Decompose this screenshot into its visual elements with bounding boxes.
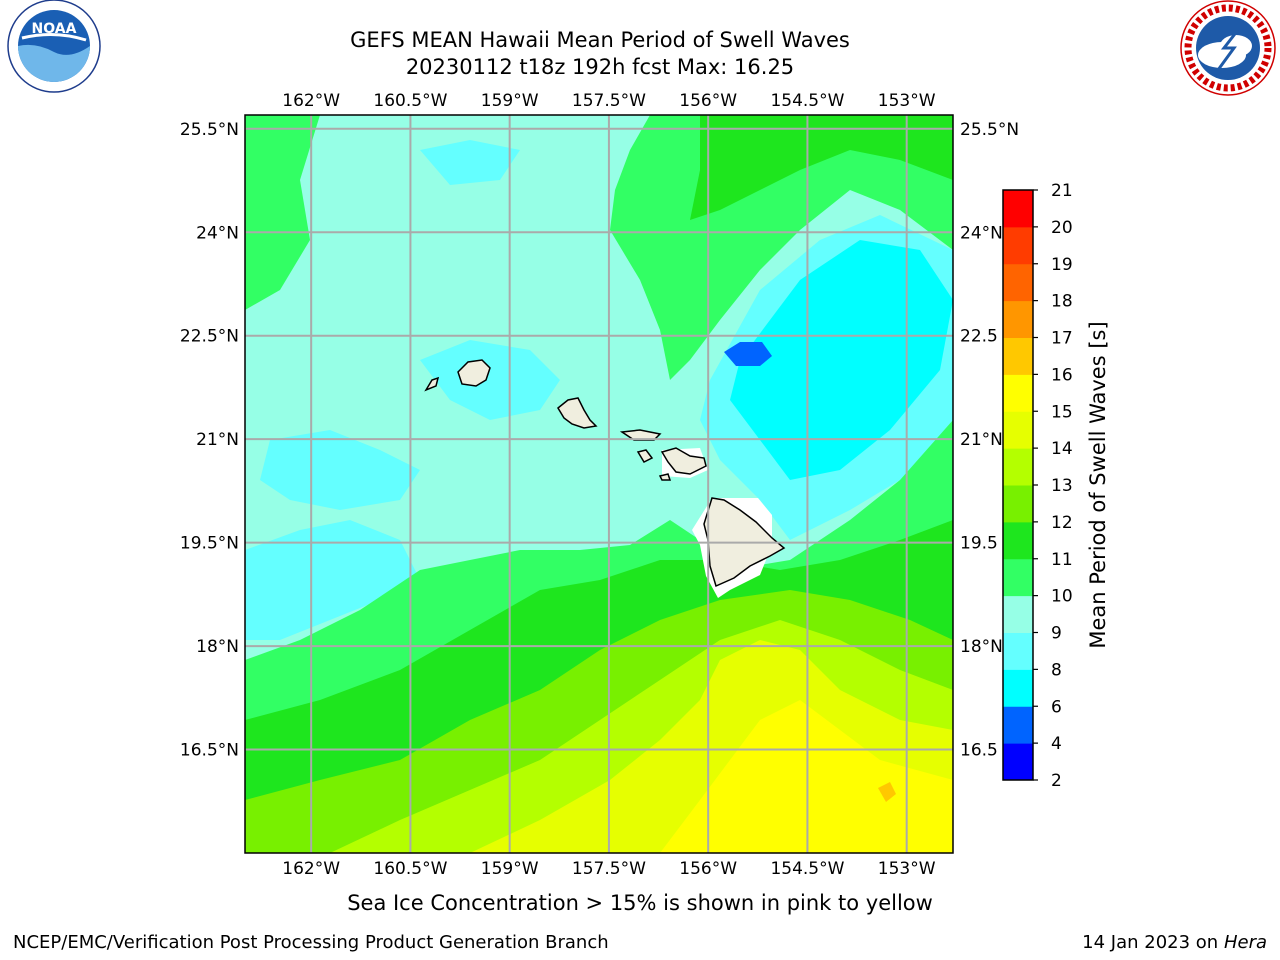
noaa-logo: NOAA <box>7 0 101 93</box>
colorbar-tick-label: 21 <box>1051 181 1073 201</box>
map-tick-labels: 162°W 162°W 160.5°W 160.5°W 159°W 159°W 157.5°… <box>180 91 1019 879</box>
island-maui <box>660 447 707 475</box>
lat-tick-label-right: 21°N <box>960 430 1003 450</box>
colorbar-segment <box>1003 448 1033 486</box>
colorbar-tick-label: 13 <box>1051 476 1073 496</box>
lat-tick-label-left: 18°N <box>196 637 239 657</box>
colorbar-tick-label: 20 <box>1051 218 1073 238</box>
colorbar-tick-label: 18 <box>1051 292 1073 312</box>
sea-ice-note: Sea Ice Concentration > 15% is shown in … <box>347 891 933 915</box>
lat-tick-label-right: 19.5 <box>960 534 998 554</box>
colorbar-tick-label: 6 <box>1051 697 1062 717</box>
colorbar-segment <box>1003 300 1033 338</box>
colorbar-segment <box>1003 337 1033 375</box>
lon-tick-label-bottom: 156°W <box>679 859 737 879</box>
island-kauai <box>457 359 491 387</box>
map-title: GEFS MEAN Hawaii Mean Period of Swell Wa… <box>350 28 850 52</box>
lat-tick-label-right: 25.5°N <box>960 120 1019 140</box>
lat-tick-label-right: 22.5 <box>960 327 998 347</box>
colorbar-tick-label: 16 <box>1051 365 1073 385</box>
noaa-logo-text: NOAA <box>32 21 77 37</box>
lat-tick-label-left: 22.5°N <box>180 327 239 347</box>
lon-tick-label-top: 156°W <box>679 91 737 111</box>
colorbar-tick-label: 8 <box>1051 660 1062 680</box>
lon-tick-label-top: 159°W <box>481 91 539 111</box>
lon-tick-label-top: 153°W <box>878 91 936 111</box>
lat-tick-label-left: 24°N <box>196 223 239 243</box>
colorbar-tick-label: 10 <box>1051 587 1073 607</box>
lat-tick-label-right: 24°N <box>960 223 1003 243</box>
colorbar-tick-label: 11 <box>1051 550 1073 570</box>
colorbar-segment <box>1003 190 1033 228</box>
colorbar: 2 4 6 8 9 10 11 12 13 14 15 16 17 18 19 20 21 <box>1002 181 1073 791</box>
colorbar-tick-label: 9 <box>1051 624 1062 644</box>
colorbar-segment <box>1003 485 1033 523</box>
lon-tick-label-bottom: 162°W <box>282 859 340 879</box>
lon-tick-label-bottom: 157.5°W <box>572 859 646 879</box>
map-subtitle: 20230112 t18z 192h fcst Max: 16.25 <box>405 55 795 79</box>
island-lanai <box>636 449 654 463</box>
lon-tick-label-bottom: 159°W <box>481 859 539 879</box>
colorbar-segment <box>1003 632 1033 670</box>
colorbar-segment <box>1003 521 1033 560</box>
lat-tick-label-right: 16.5 <box>960 741 998 761</box>
swell-period-field <box>245 115 953 853</box>
lon-tick-label-top: 160.5°W <box>373 91 447 111</box>
colorbar-label: Mean Period of Swell Waves [s] <box>1086 321 1110 648</box>
lon-tick-label-bottom: 160.5°W <box>373 859 447 879</box>
footer-host: Hera <box>1223 932 1267 953</box>
island-oahu <box>557 397 598 429</box>
colorbar-segment <box>1003 411 1033 449</box>
lat-tick-label-left: 16.5°N <box>180 741 239 761</box>
colorbar-tick-label: 15 <box>1051 402 1073 422</box>
island-kahoolawe <box>658 473 672 481</box>
colorbar-segment <box>1003 743 1033 781</box>
map-frame <box>244 114 954 854</box>
colorbar-tick-label: 14 <box>1051 439 1073 459</box>
lat-tick-label-left: 25.5°N <box>180 120 239 140</box>
colorbar-segment <box>1003 226 1033 265</box>
lat-tick-label-left: 19.5°N <box>180 534 239 554</box>
colorbar-segment <box>1003 263 1033 302</box>
colorbar-tick-label: 19 <box>1051 255 1073 275</box>
lon-tick-label-top: 154.5°W <box>770 91 844 111</box>
lon-tick-label-top: 162°W <box>282 91 340 111</box>
lat-tick-label-right: 18°N <box>960 637 1003 657</box>
lon-tick-label-top: 157.5°W <box>572 91 646 111</box>
footer-date-text: 14 Jan 2023 on <box>1082 932 1219 953</box>
colorbar-segment <box>1003 669 1033 707</box>
nws-logo <box>1180 0 1276 96</box>
colorbar-tick-label: 4 <box>1051 734 1062 754</box>
footer-branch: NCEP/EMC/Verification Post Processing Pr… <box>13 932 609 953</box>
colorbar-segment <box>1003 595 1033 633</box>
colorbar-segment <box>1003 558 1033 597</box>
colorbar-tick-label: 17 <box>1051 329 1073 349</box>
lat-tick-label-left: 21°N <box>196 430 239 450</box>
island-niihau <box>424 376 440 392</box>
lon-tick-label-bottom: 154.5°W <box>770 859 844 879</box>
colorbar-tick-label: 2 <box>1051 771 1062 791</box>
colorbar-tick-label: 12 <box>1051 513 1073 533</box>
map-gridlines <box>245 115 953 853</box>
footer-date: 14 Jan 2023 on Hera <box>1082 932 1267 953</box>
colorbar-segment <box>1003 706 1033 744</box>
colorbar-segment <box>1003 374 1033 412</box>
lon-tick-label-bottom: 153°W <box>878 859 936 879</box>
